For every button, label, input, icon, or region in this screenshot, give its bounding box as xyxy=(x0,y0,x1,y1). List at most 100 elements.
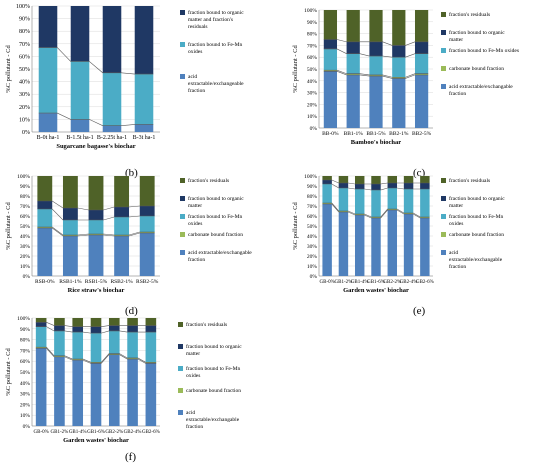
bar-segment-acid xyxy=(338,212,349,276)
series-connector-line xyxy=(37,227,155,237)
bar-segment-acid xyxy=(139,233,155,276)
y-tick-label: 60% xyxy=(307,55,318,61)
bar-segment-femn xyxy=(369,56,383,75)
x-axis-label: Bamboo's biochar xyxy=(351,139,401,146)
bar-segment-carbonate xyxy=(90,362,102,364)
bar-segment-organic xyxy=(62,208,78,220)
bar-segment-femn xyxy=(338,188,349,211)
bar-segment-carbonate xyxy=(369,74,383,77)
chart-panel-d: 0% 10% 20% 30% 40% 50% 60% 70% 80% 90% 100% RSB-0% R… xyxy=(0,172,275,300)
bar-segment-acid xyxy=(38,113,58,132)
bar-segment-carbonate xyxy=(392,77,406,79)
y-axis-label: %C pollutant - Cd xyxy=(292,45,299,93)
y-tick-label: 0% xyxy=(310,274,318,280)
bar-segment-carbonate xyxy=(323,70,338,72)
legend-label-acid: acid extractable/exchangable fraction xyxy=(186,410,240,430)
bar-segment-organic xyxy=(414,41,429,54)
bar-segment-organic xyxy=(369,41,383,57)
bar-segment-organic xyxy=(139,206,155,216)
chart-c-svg: 0% 10% 20% 30% 40% 50% 60% 70% 80% 90% 100% BB-0% BB… xyxy=(292,8,519,146)
bar-segment-organic xyxy=(114,207,130,217)
chart-panel-b: 0% 10% 20% 30% 40% 50% 60% 70% 80% 90% 100% B-0t ha… xyxy=(0,0,275,160)
bar-segment-femn xyxy=(37,209,53,227)
bar-segment-femn xyxy=(145,332,157,363)
series-connector-line xyxy=(323,48,429,58)
y-tick-label: 70% xyxy=(307,204,318,210)
y-tick-label: 50% xyxy=(20,224,31,230)
bar-segment-femn xyxy=(392,57,406,78)
bar-segment-acid xyxy=(387,210,398,276)
legend-label-femn: fraction bound to Fe-Mn oxides xyxy=(449,213,503,227)
bar-segment-acid xyxy=(420,218,430,276)
bar-segment-carbonate xyxy=(346,73,360,75)
bar-segment-residual xyxy=(88,176,104,210)
bar-segment-femn xyxy=(354,189,365,214)
y-tick-label: 90% xyxy=(20,327,31,333)
chart-f-svg: 0%10%20%30%40%50%60%70%80%90%100%GB-0% GB… xyxy=(5,316,242,444)
x-tick-label: GB1-4% xyxy=(69,430,87,435)
bar-segment-carbonate xyxy=(420,217,430,218)
chart-e-svg: 0%10%20%30%40%50%60%70%80%90%100%GB-0% GB… xyxy=(292,174,505,294)
bar-segment-residual xyxy=(414,10,429,42)
y-tick-label: 90% xyxy=(20,184,31,190)
bar-segment-carbonate xyxy=(127,357,138,360)
legend-label-femn: fraction bound to Fe-Mn oxides xyxy=(449,47,519,54)
bar-segment-acid xyxy=(54,356,65,426)
bar-segment-residual xyxy=(114,176,130,207)
legend-swatch-organic xyxy=(180,196,185,201)
x-tick-label: BB1-1% xyxy=(344,131,364,137)
x-axis-label: Rice straw's biochar xyxy=(68,287,125,294)
bar-segment-acid xyxy=(323,71,338,128)
series-connector-line xyxy=(322,179,430,185)
bar-segment-carbonate xyxy=(88,234,104,235)
series-connector-line xyxy=(37,200,155,211)
bar-segment-femn xyxy=(127,332,138,358)
series-connector-line xyxy=(37,208,155,221)
series-connector-line xyxy=(322,203,430,219)
y-tick-label: 10% xyxy=(20,413,31,419)
bar-segment-femn xyxy=(322,184,332,203)
x-axis-label: Garden wastes' biochar xyxy=(63,437,129,444)
x-axis-label: Sugarcane bagasse's biochar xyxy=(56,143,135,150)
bar-segment-femn xyxy=(134,74,154,125)
y-tick-label: 20% xyxy=(20,402,31,408)
bar-segment-acid xyxy=(35,348,47,426)
bar-segment-acid xyxy=(72,360,84,426)
bar-segment-femn xyxy=(323,48,338,71)
x-axis-label: Garden wastes' biochar xyxy=(343,287,409,294)
bar-segment-femn xyxy=(35,326,47,348)
x-tick-label: RSB1-1% xyxy=(59,279,82,285)
y-tick-label: 30% xyxy=(307,244,318,250)
bar-segment-femn xyxy=(108,330,120,354)
legend-label-femn: fraction bound to Fe-Mn oxides xyxy=(188,41,242,55)
y-tick-label: 80% xyxy=(19,29,30,35)
legend-label-acid: acid extractable/exchangable fraction xyxy=(449,84,513,97)
y-tick-label: 100% xyxy=(304,8,317,14)
legend-label-residual: fraction's residuals xyxy=(449,177,490,184)
bar-segment-femn xyxy=(54,330,65,356)
bar-segment-acid xyxy=(392,78,406,128)
bar-segment-residual xyxy=(108,318,120,326)
y-tick-label: 0% xyxy=(23,424,31,430)
bar-segment-organic xyxy=(127,325,138,333)
y-tick-label: 30% xyxy=(19,92,30,98)
x-tick-label: GB1-2% xyxy=(51,430,69,435)
bar-segment-organic xyxy=(37,201,53,209)
y-tick-label: 60% xyxy=(20,214,31,220)
y-tick-label: 60% xyxy=(19,54,30,60)
bar-segment-residual xyxy=(403,176,414,183)
series-connector-line xyxy=(323,69,429,78)
bar-segment-femn xyxy=(114,217,130,235)
x-tick-label: RSB-0% xyxy=(35,279,55,285)
bar-segment-carbonate xyxy=(414,73,429,75)
y-tick-label: 50% xyxy=(307,67,318,73)
legend-swatch-carbonate xyxy=(441,232,446,237)
bar-segment-acid xyxy=(134,124,154,132)
y-tick-label: 60% xyxy=(307,214,318,220)
legend-label-carbonate: carbonate bound fraction xyxy=(186,387,241,394)
x-tick-label: RSB2-1% xyxy=(110,279,133,285)
legend-swatch-femn xyxy=(180,42,185,47)
y-tick-label: 60% xyxy=(20,359,31,365)
chart-panel-c: 0% 10% 20% 30% 40% 50% 60% 70% 80% 90% 100% BB-0% BB… xyxy=(285,0,550,160)
bar-segment-acid xyxy=(346,74,360,128)
